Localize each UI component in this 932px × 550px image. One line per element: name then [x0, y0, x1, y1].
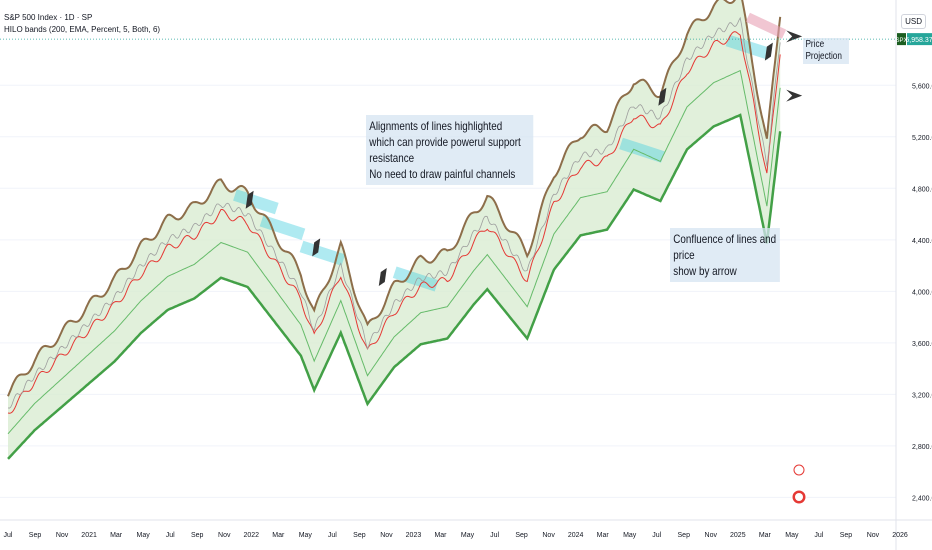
- x-tick-label: Mar: [110, 532, 123, 539]
- alignment-highlight: [259, 215, 306, 241]
- x-tick-label: 2024: [568, 532, 584, 539]
- alignment-highlight: [299, 240, 346, 266]
- x-tick-label: Nov: [705, 532, 718, 539]
- x-tick-label: Nov: [867, 532, 880, 539]
- chart-legend: S&P 500 Index · 1D · SP HILO bands (200,…: [4, 12, 160, 36]
- projection-note: Price Projection: [803, 38, 849, 64]
- y-tick-label: 5,600.00: [912, 83, 932, 90]
- alignment-highlight: [233, 189, 279, 215]
- lower-band-line: [7, 113, 782, 460]
- confluence-note: Confluence of lines and price show by ar…: [670, 228, 780, 282]
- y-tick-label: 3,200.00: [912, 392, 932, 399]
- hilo-band-fill: [8, 0, 781, 459]
- x-tick-label: May: [785, 532, 799, 539]
- price-tag-symbol-bg: [897, 33, 906, 46]
- x-tick-label: Jul: [652, 532, 661, 539]
- confluence-arrow: [658, 87, 667, 106]
- x-tick-label: 2023: [406, 532, 422, 539]
- x-tick-label: Jul: [328, 532, 337, 539]
- y-tick-label: 3,600.00: [912, 341, 932, 348]
- x-tick-label: May: [461, 532, 475, 539]
- symbol-title[interactable]: S&P 500 Index · 1D · SP: [4, 13, 93, 22]
- confluence-note-line-1: Confluence of lines and price: [673, 232, 777, 262]
- indicator-label[interactable]: HILO bands (200, EMA, Percent, 5, Both, …: [4, 25, 161, 34]
- currency-label[interactable]: USD: [901, 14, 926, 29]
- x-tick-label: Sep: [29, 532, 42, 539]
- dividend-icon-inner: [795, 493, 803, 501]
- x-tick-label: Jul: [490, 532, 499, 539]
- x-tick-label: Mar: [597, 532, 610, 539]
- confluence-arrow: [764, 42, 773, 61]
- alignment-note-line-3: No need to draw painful channels: [369, 167, 516, 181]
- alignment-highlight: [725, 34, 772, 60]
- x-tick-label: Nov: [218, 532, 231, 539]
- x-tick-label: Nov: [56, 532, 69, 539]
- price-tag-symbol: SPX: [895, 38, 907, 44]
- x-tick-label: 2026: [892, 532, 908, 539]
- x-tick-label: Sep: [515, 532, 528, 539]
- y-tick-label: 4,400.00: [912, 238, 932, 245]
- confluence-arrow: [378, 268, 387, 287]
- confluence-arrow: [245, 190, 254, 209]
- x-tick-label: May: [299, 532, 313, 539]
- alignment-note: Alignments of lines highlighted which ca…: [366, 115, 534, 185]
- x-tick-label: May: [623, 532, 637, 539]
- alignment-note-line-2: which can provide powerul support resist…: [369, 135, 521, 165]
- confluence-arrow: [312, 238, 321, 257]
- y-tick-label: 5,200.00: [912, 135, 932, 142]
- price-tag-value: 5,958.37: [905, 37, 932, 44]
- projection-arrow: [786, 30, 803, 43]
- x-tick-label: Sep: [353, 532, 366, 539]
- x-tick-label: Nov: [542, 532, 555, 539]
- x-tick-label: Sep: [678, 532, 691, 539]
- price-line: [7, 16, 781, 409]
- x-tick-label: Jul: [814, 532, 823, 539]
- projection-arrow: [786, 89, 803, 102]
- alignment-note-line-1: Alignments of lines highlighted: [369, 119, 503, 133]
- inner-band-line: [7, 69, 781, 435]
- y-tick-label: 4,000.00: [912, 289, 932, 296]
- x-tick-label: Mar: [434, 532, 447, 539]
- y-tick-label: 2,400.00: [912, 495, 932, 502]
- x-tick-label: 2025: [730, 532, 746, 539]
- x-tick-label: Nov: [380, 532, 393, 539]
- mid-band-line: [7, 31, 781, 414]
- x-tick-label: Mar: [759, 532, 772, 539]
- alignment-highlight: [392, 266, 439, 292]
- x-tick-label: Mar: [272, 532, 285, 539]
- x-tick-label: Sep: [191, 532, 204, 539]
- x-tick-label: 2021: [81, 532, 97, 539]
- earnings-icon[interactable]: [793, 464, 805, 476]
- x-tick-label: Sep: [840, 532, 853, 539]
- x-tick-label: 2022: [243, 532, 259, 539]
- x-tick-label: Jul: [4, 532, 13, 539]
- projection-note-text: Price Projection: [805, 39, 842, 62]
- projection-highlight: [745, 12, 787, 39]
- price-tag-bg[interactable]: [907, 33, 932, 46]
- alignment-highlight: [619, 137, 665, 163]
- y-tick-label: 2,800.00: [912, 444, 932, 451]
- x-tick-label: May: [137, 532, 151, 539]
- y-tick-label: 4,800.00: [912, 186, 932, 193]
- x-tick-label: Jul: [166, 532, 175, 539]
- upper-band-line: [7, 0, 782, 397]
- confluence-note-line-2: show by arrow: [673, 264, 737, 278]
